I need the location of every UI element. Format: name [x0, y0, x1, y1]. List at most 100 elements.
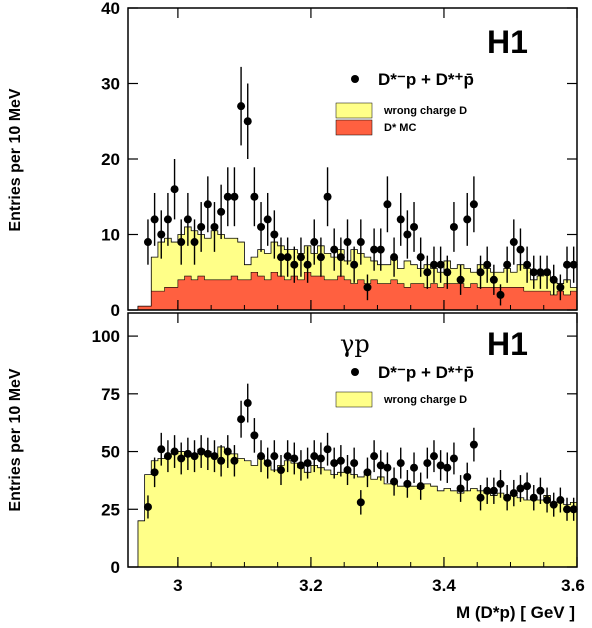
top-data-marker: [543, 268, 552, 277]
bottom-data-marker: [310, 452, 319, 461]
top-data-marker: [516, 245, 525, 254]
top-data-marker: [203, 200, 212, 209]
bottom-data-point: [423, 447, 432, 479]
bottom-data-point: [310, 440, 319, 473]
bottom-experiment-label: H1: [487, 326, 528, 362]
bottom-data-marker: [243, 399, 252, 408]
top-data-marker: [270, 230, 279, 239]
bottom-data-marker: [536, 486, 545, 495]
top-data-marker: [217, 207, 226, 216]
bottom-data-point: [163, 440, 172, 473]
top-data-marker: [163, 215, 172, 224]
top-data-marker: [383, 200, 392, 209]
bottom-data-point: [429, 440, 438, 473]
top-data-point: [489, 264, 498, 295]
bottom-data-point: [330, 447, 339, 479]
top-experiment-label: H1: [487, 24, 528, 60]
bottom-data-marker: [177, 454, 186, 463]
top-data-marker: [463, 215, 472, 224]
top-data-marker: [536, 268, 545, 277]
top-data-marker: [363, 283, 372, 292]
bottom-data-marker: [476, 493, 485, 502]
bottom-data-point: [376, 450, 385, 481]
top-data-point: [270, 210, 279, 259]
top-data-marker: [390, 253, 399, 262]
bottom-data-point: [556, 487, 565, 513]
bottom-data-marker: [469, 440, 478, 449]
top-data-point: [143, 219, 152, 265]
bottom-data-point: [217, 445, 226, 477]
top-data-point: [396, 192, 405, 246]
bottom-data-marker: [190, 452, 199, 461]
top-data-point: [223, 167, 232, 227]
bottom-data-point: [296, 450, 305, 481]
top-data-marker: [230, 192, 239, 201]
bottom-data-point: [223, 435, 232, 468]
bottom-data-marker: [516, 484, 525, 493]
top-data-marker: [257, 222, 266, 231]
top-data-marker: [396, 215, 405, 224]
bottom-data-marker: [276, 466, 285, 475]
bottom-data-marker: [489, 486, 498, 495]
bottom-y-tick-label: 100: [92, 327, 120, 346]
top-data-marker: [143, 238, 152, 247]
bottom-data-point: [416, 472, 425, 500]
top-data-marker: [296, 253, 305, 262]
top-data-marker: [303, 260, 312, 269]
top-data-point: [330, 228, 339, 271]
top-data-marker: [569, 260, 578, 269]
bottom-y-tick-label: 50: [101, 443, 120, 462]
bottom-legend-wrong-charge-swatch: [335, 391, 373, 408]
bottom-data-point: [483, 477, 492, 504]
bottom-data-marker: [503, 493, 512, 502]
x-axis-label: M (D*p) [ GeV ]: [456, 603, 575, 622]
bottom-data-marker: [429, 452, 438, 461]
bottom-data-marker: [237, 415, 246, 424]
bottom-data-marker: [170, 447, 179, 456]
bottom-data-marker: [157, 445, 166, 454]
bottom-data-marker: [350, 459, 359, 468]
top-data-points: [143, 66, 578, 306]
top-legend-data-marker: [351, 75, 359, 83]
top-legend-data-label: D*⁻p + D*⁺p̄: [378, 70, 474, 89]
top-data-marker: [436, 260, 445, 269]
bottom-plot-frame: [127, 312, 578, 568]
top-data-point: [157, 210, 166, 259]
bottom-data-point: [383, 452, 392, 483]
top-data-point: [276, 237, 285, 277]
top-data-point: [230, 167, 239, 227]
top-data-point: [416, 237, 425, 277]
bottom-data-marker: [383, 463, 392, 472]
top-data-point: [483, 246, 492, 283]
bottom-data-marker: [396, 459, 405, 468]
top-data-point: [363, 274, 372, 301]
bottom-data-marker: [376, 461, 385, 470]
top-data-marker: [283, 253, 292, 262]
bottom-data-point: [350, 447, 359, 479]
bottom-data-point: [263, 447, 272, 479]
bottom-data-point: [503, 485, 512, 511]
top-data-marker: [210, 222, 219, 231]
bottom-data-marker: [296, 461, 305, 470]
top-data-marker: [449, 222, 458, 231]
top-data-point: [323, 167, 332, 227]
bottom-data-point: [456, 475, 465, 502]
bottom-data-marker: [323, 445, 332, 454]
top-data-marker: [336, 253, 345, 262]
top-y-tick-label: 0: [111, 301, 120, 320]
bottom-data-marker: [390, 477, 399, 486]
top-data-marker: [410, 222, 419, 231]
bottom-data-marker: [403, 479, 412, 488]
top-data-point: [257, 202, 266, 252]
bottom-data-marker: [230, 456, 239, 465]
bottom-data-marker: [223, 447, 232, 456]
bottom-data-point: [469, 427, 478, 462]
bottom-legend-data-marker: [351, 368, 359, 376]
bottom-y-tick-label: 25: [101, 500, 120, 519]
bottom-data-point: [157, 432, 166, 466]
top-data-marker: [310, 238, 319, 247]
top-data-point: [296, 237, 305, 277]
top-data-point: [496, 284, 505, 306]
top-data-point: [350, 246, 359, 283]
bottom-data-point: [203, 437, 212, 471]
